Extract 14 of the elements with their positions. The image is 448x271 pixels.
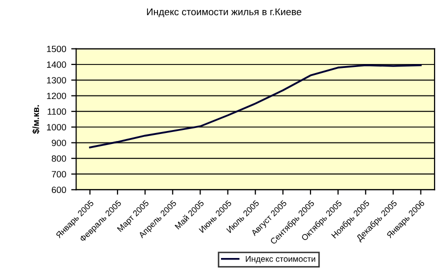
y-tick-label: 1000 [47, 124, 66, 130]
y-tick-label: 600 [52, 186, 66, 194]
y-tick-label: 800 [52, 155, 66, 162]
y-tick-label: 1500 [47, 46, 66, 52]
y-tick-label: 900 [52, 140, 66, 146]
y-tick-label: 1400 [47, 61, 66, 68]
y-tick-label: 1300 [47, 77, 66, 84]
chart-title: Индекс стоимости жилья в г.Киеве [147, 8, 302, 18]
y-axis-title: $/м.кв. [32, 105, 40, 134]
y-tick-label: 700 [52, 171, 66, 178]
legend-label: Индекс стоимости [246, 256, 316, 264]
y-tick-label: 1200 [47, 92, 66, 100]
line-series [89, 64, 422, 148]
y-tick-label: 1100 [48, 108, 66, 115]
